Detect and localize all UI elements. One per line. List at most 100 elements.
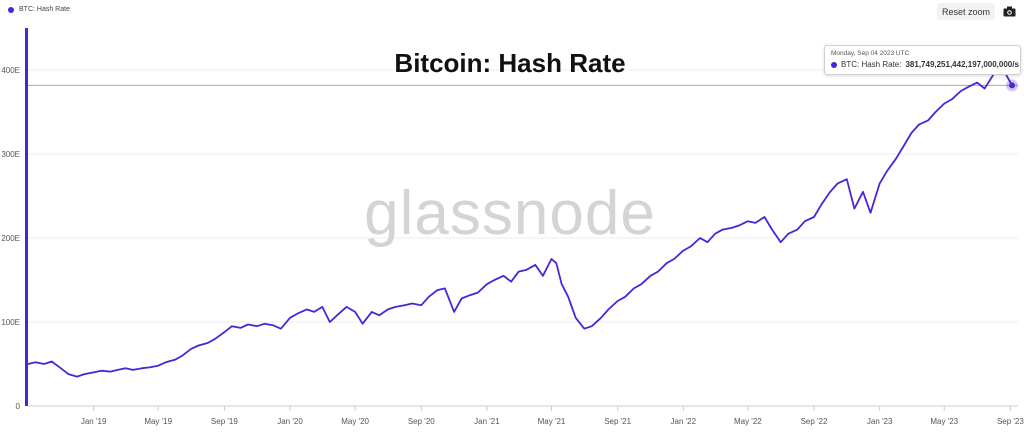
y-tick-label: 0 <box>16 402 21 411</box>
data-point <box>797 229 798 230</box>
data-point <box>165 362 166 363</box>
data-point <box>813 216 814 217</box>
data-point <box>542 275 543 276</box>
data-point <box>788 233 789 234</box>
x-tick-label: Jan '19 <box>81 417 107 426</box>
x-axis-ticks: Jan '19 May '19 Sep '19 Jan '20 May '20 Sep '… <box>81 406 1024 426</box>
x-tick-label: Sep '23 <box>997 417 1024 426</box>
y-tick-label: 400E <box>1 66 20 75</box>
data-point <box>951 99 952 100</box>
data-point <box>174 359 175 360</box>
data-point <box>444 288 445 289</box>
y-axis-left-bar <box>25 28 28 406</box>
data-point <box>486 284 487 285</box>
data-point <box>371 311 372 312</box>
hover-point[interactable] <box>1009 82 1015 89</box>
x-tick-label: Sep '20 <box>408 417 435 426</box>
tooltip-dot-icon <box>831 61 837 68</box>
data-point <box>231 326 232 327</box>
data-point <box>101 370 102 371</box>
data-point <box>240 327 241 328</box>
camera-icon[interactable] <box>1001 3 1018 20</box>
data-point <box>362 323 363 324</box>
data-point <box>428 296 429 297</box>
data-point <box>714 233 715 234</box>
watermark: glassnode <box>364 179 656 248</box>
data-point <box>280 328 281 329</box>
data-point <box>650 275 651 276</box>
data-point <box>404 305 405 306</box>
data-point <box>699 237 700 238</box>
data-point <box>518 271 519 272</box>
data-point <box>707 242 708 243</box>
data-point <box>666 263 667 264</box>
data-point <box>830 191 831 192</box>
data-point <box>51 361 52 362</box>
data-point <box>804 221 805 222</box>
data-point <box>683 250 684 251</box>
data-point <box>771 229 772 230</box>
data-point <box>755 222 756 223</box>
x-tick-label: Jan '21 <box>474 417 500 426</box>
tooltip-date: Monday, Sep 04 2023 UTC <box>831 50 910 57</box>
data-point <box>764 216 765 217</box>
data-point <box>158 365 159 366</box>
data-point <box>927 120 928 121</box>
data-point <box>911 132 912 133</box>
data-point <box>182 355 183 356</box>
data-point <box>68 373 69 374</box>
data-point <box>93 372 94 373</box>
data-point <box>453 311 454 312</box>
data-point <box>273 325 274 326</box>
data-point <box>494 279 495 280</box>
data-point <box>625 296 626 297</box>
data-point <box>257 326 258 327</box>
data-point <box>591 326 592 327</box>
data-point <box>854 208 855 209</box>
series-line-btc-hash-rate[interactable] <box>27 64 1013 378</box>
data-point <box>264 323 265 324</box>
data-point <box>190 348 191 349</box>
x-tick-label: Sep '19 <box>211 417 238 426</box>
data-point <box>306 309 307 310</box>
data-point <box>551 258 552 259</box>
data-point <box>289 317 290 318</box>
data-point <box>44 363 45 364</box>
data-point <box>110 371 111 372</box>
data-point <box>387 309 388 310</box>
data-point <box>722 229 723 230</box>
data-point <box>355 311 356 312</box>
legend-dot-icon <box>8 6 14 13</box>
camera-icon-glyph <box>1003 6 1016 17</box>
data-point <box>461 298 462 299</box>
data-point <box>739 225 740 226</box>
x-tick-label: May '23 <box>930 417 958 426</box>
data-point <box>338 313 339 314</box>
data-point <box>224 331 225 332</box>
data-point <box>575 317 576 318</box>
data-point <box>76 376 77 377</box>
data-point <box>346 306 347 307</box>
data-point <box>297 313 298 314</box>
data-point <box>314 311 315 312</box>
data-point <box>421 305 422 306</box>
y-tick-label: 300E <box>1 150 20 159</box>
data-point <box>747 221 748 222</box>
data-point <box>879 183 880 184</box>
data-point <box>470 295 471 296</box>
legend[interactable]: BTC: Hash Rate <box>8 6 70 13</box>
reset-zoom-button[interactable]: Reset zoom <box>937 3 995 20</box>
y-tick-label: 100E <box>1 318 20 327</box>
x-tick-label: May '20 <box>341 417 369 426</box>
legend-label: BTC: Hash Rate <box>19 6 70 13</box>
data-point <box>837 183 838 184</box>
data-point <box>731 227 732 228</box>
data-point <box>60 368 61 369</box>
data-point <box>617 300 618 301</box>
x-tick-label: Sep '22 <box>801 417 828 426</box>
data-point <box>27 363 28 364</box>
data-point <box>903 145 904 146</box>
data-point <box>600 317 601 318</box>
